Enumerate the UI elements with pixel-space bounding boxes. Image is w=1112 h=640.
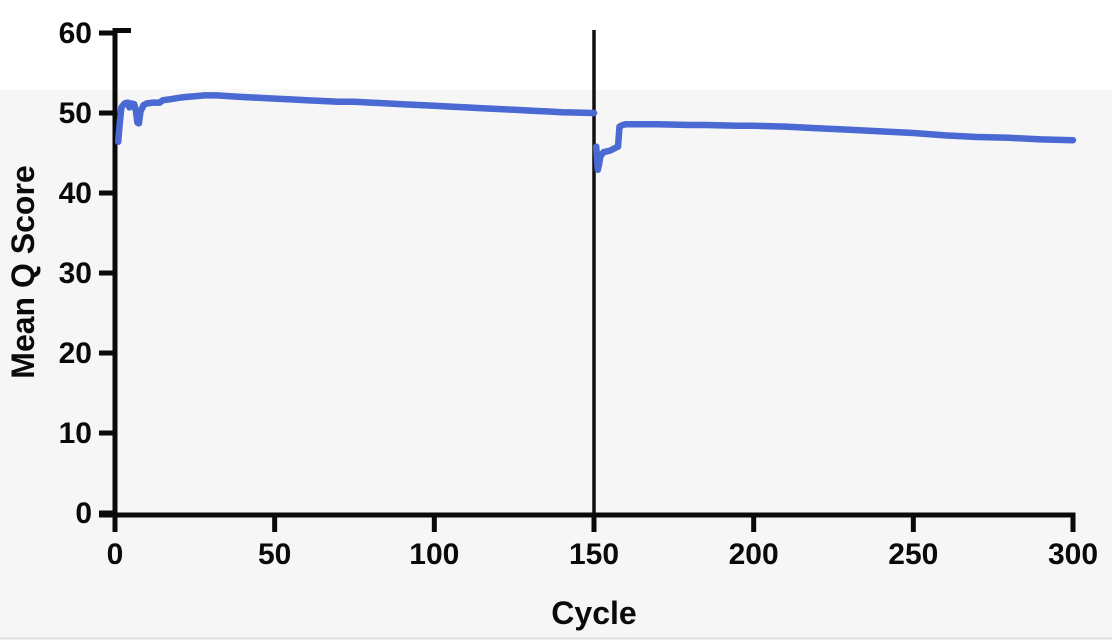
y-tick-label: 10 (59, 417, 92, 450)
x-tick-label: 50 (258, 538, 291, 571)
series-line-segment-1-cycles-1-150 (114, 92, 598, 146)
x-tick-label: 150 (569, 538, 619, 571)
y-tick-label: 40 (59, 177, 92, 210)
y-tick-label: 20 (59, 337, 92, 370)
y-tick-label: 30 (59, 257, 92, 290)
y-ticks: 0 10 20 30 40 50 60 (59, 17, 115, 530)
series-line-segment-2-cycles-151-300 (592, 120, 1077, 174)
y-tick-label: 50 (59, 97, 92, 130)
y-axis-title: Mean Q Score (5, 165, 41, 378)
x-tick-label: 0 (107, 538, 124, 571)
x-tick-label: 200 (729, 538, 779, 571)
y-tick-label: 60 (59, 17, 92, 50)
x-tick-label: 100 (409, 538, 459, 571)
x-axis-title: Cycle (551, 595, 636, 631)
x-ticks: 0 50 100 150 200 250 300 (107, 515, 1098, 571)
x-tick-label: 300 (1048, 538, 1098, 571)
series-group (114, 92, 1077, 174)
y-tick-label: 0 (75, 497, 92, 530)
x-tick-label: 250 (888, 538, 938, 571)
